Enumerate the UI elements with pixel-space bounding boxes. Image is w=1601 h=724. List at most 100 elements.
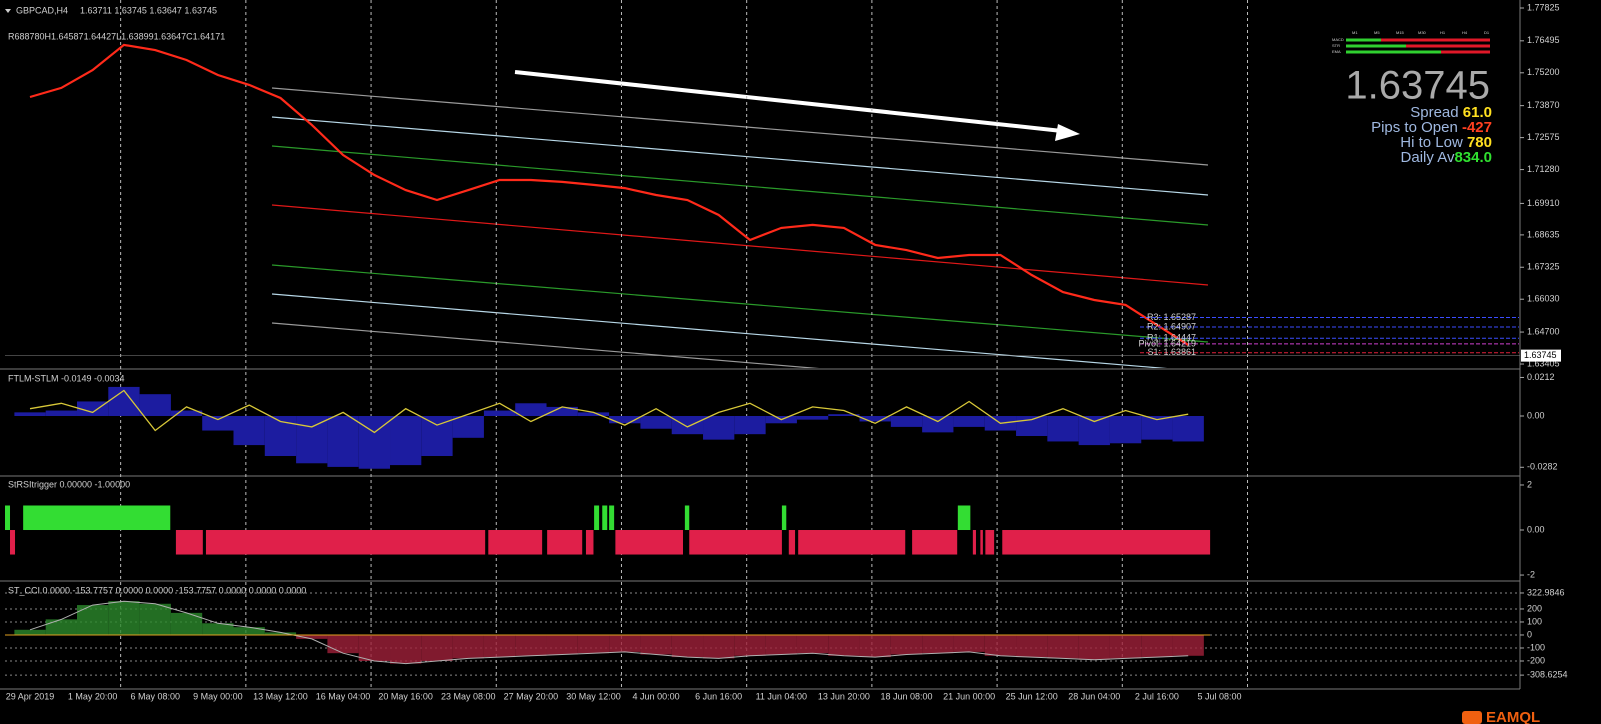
histogram-bar	[609, 416, 641, 424]
trigger-block	[798, 530, 906, 555]
cci-bar	[515, 634, 547, 656]
histogram-bar	[421, 416, 453, 456]
info-label: Pips to Open	[1371, 119, 1462, 136]
pane-title: ST_CCI 0.0000 -153.7757 0.0000 0.0000 -1…	[8, 585, 306, 595]
histogram-bar	[45, 410, 77, 416]
cci-bar	[264, 632, 297, 635]
y-tick-label: -308.6254	[1527, 669, 1568, 679]
info-value: 780	[1467, 134, 1492, 151]
cci-bar	[765, 634, 797, 655]
x-tick-label: 27 May 20:00	[504, 691, 559, 701]
x-tick-label: 30 May 12:00	[566, 691, 621, 701]
timeframe: D1	[1484, 30, 1490, 35]
y-tick-label: -100	[1527, 642, 1545, 652]
x-tick-label: 20 May 16:00	[378, 691, 433, 701]
pane-title: FTLM-STLM -0.0149 -0.0034	[8, 373, 125, 383]
x-tick-label: 11 Jun 04:00	[756, 691, 807, 701]
timeframe: H4	[1462, 30, 1468, 35]
timeframe: M15	[1396, 30, 1405, 35]
symbol: GBPCAD,H4	[16, 5, 68, 15]
info-value: 61.0	[1463, 104, 1492, 121]
x-tick-label: 28 Jun 04:00	[1068, 691, 1120, 701]
logo: EAMQL	[1486, 709, 1540, 724]
logo-icon	[1462, 711, 1482, 724]
trigger-block	[488, 530, 543, 555]
cci-bar	[452, 634, 484, 659]
cci-bar	[327, 634, 359, 654]
trigger-block	[980, 530, 983, 555]
histogram-bar	[139, 394, 171, 416]
cci-bar	[1078, 634, 1110, 660]
y-tick-label: 1.76495	[1527, 35, 1560, 45]
trigger-block	[205, 530, 486, 555]
histogram-bar	[640, 416, 672, 429]
x-tick-label: 29 Apr 2019	[6, 691, 55, 701]
pane-title: StRSItrigger 0.00000 -1.00000	[8, 479, 130, 489]
trigger-block	[957, 505, 971, 531]
pivot-label: S1: 1.63861	[1147, 347, 1196, 357]
cci-bar	[296, 634, 328, 639]
histogram-bar	[390, 416, 422, 466]
cci-bar	[828, 634, 860, 656]
info-row: Spread 61.0	[1410, 104, 1492, 121]
cci-bar	[890, 634, 923, 655]
pivot-label: Pivot: 1.64219	[1138, 338, 1196, 348]
info-row: Pips to Open -427	[1371, 119, 1492, 136]
cci-bar	[1141, 634, 1173, 658]
indicator-name: STR	[1332, 43, 1340, 48]
y-tick-label: 0.00	[1527, 524, 1545, 534]
x-tick-label: 13 May 12:00	[253, 691, 308, 701]
trigger-block	[912, 530, 958, 555]
histogram-bar	[1172, 416, 1204, 442]
cci-bar	[1047, 634, 1079, 659]
indicator-line	[29, 600, 1189, 665]
info-label: Hi to Low	[1400, 134, 1467, 151]
timeframe: M1	[1352, 30, 1358, 35]
y-tick-label: 0.0212	[1527, 372, 1555, 382]
y-tick-label: 1.63405	[1527, 358, 1560, 368]
x-tick-label: 25 Jun 12:00	[1006, 691, 1058, 701]
cci-bar	[202, 623, 234, 635]
std-channel	[271, 87, 1209, 368]
indicator-line	[29, 389, 1189, 434]
histogram-bar	[1078, 416, 1110, 446]
histogram-bar	[953, 416, 985, 427]
x-tick-label: 6 May 08:00	[130, 691, 180, 701]
cci-bar	[233, 627, 265, 635]
histogram-bar	[922, 416, 954, 433]
trigger-block	[1002, 530, 1211, 555]
cci-bar	[577, 634, 610, 654]
y-tick-label: 1.75200	[1527, 67, 1560, 77]
y-tick-label: 100	[1527, 616, 1542, 626]
trigger-block	[23, 505, 171, 531]
current-price-tag	[1521, 349, 1561, 362]
trigger-block	[609, 505, 615, 531]
histogram-bar	[671, 416, 704, 435]
range-line: R688780H1.645871.64427L1.638991.63647C1.…	[8, 31, 225, 41]
cci-bar	[671, 634, 704, 658]
cci-bar	[108, 601, 140, 635]
histogram-bar	[1047, 416, 1079, 442]
x-tick-label: 9 May 00:00	[193, 691, 243, 701]
pivot-label: R1: 1.64447	[1147, 333, 1196, 343]
x-tick-label: 23 May 08:00	[441, 691, 496, 701]
trigger-block	[10, 530, 16, 555]
y-tick-label: 200	[1527, 603, 1542, 613]
cci-bar	[390, 634, 422, 664]
y-tick-label: -0.0282	[1527, 462, 1558, 472]
histogram-bar	[483, 410, 516, 416]
cci-bar	[796, 634, 829, 654]
histogram-bar	[515, 403, 547, 416]
histogram-bar	[890, 416, 923, 427]
trigger-block	[684, 505, 690, 531]
histogram-bar	[108, 386, 140, 416]
cci-bar	[546, 634, 578, 655]
histogram-bar	[233, 416, 265, 446]
y-tick-label: 1.67325	[1527, 262, 1560, 272]
histogram-bar	[828, 414, 860, 416]
y-tick-label: 1.73870	[1527, 100, 1560, 110]
info-label: Daily Av	[1401, 149, 1455, 166]
